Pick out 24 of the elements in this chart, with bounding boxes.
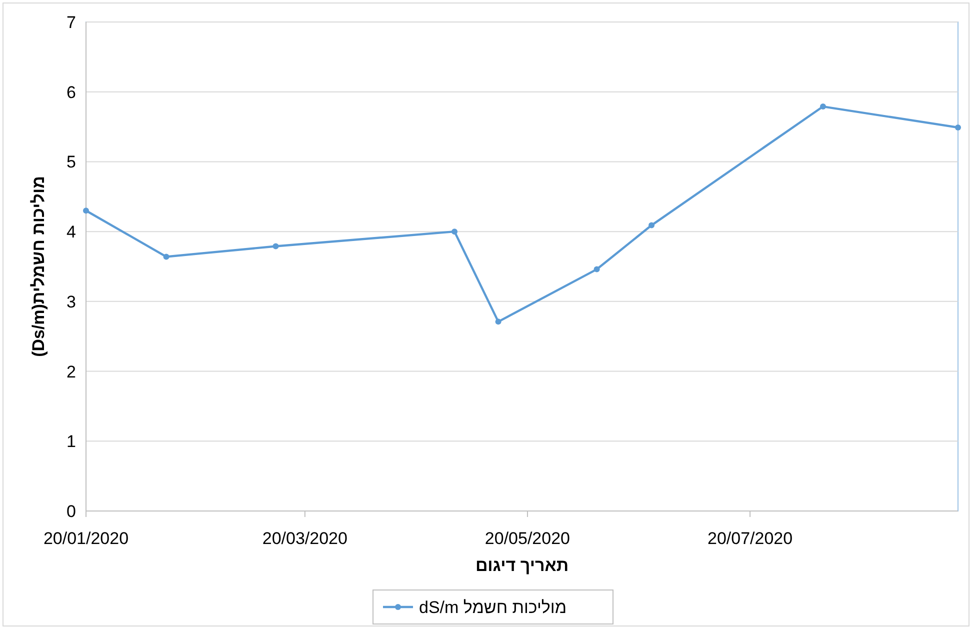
y-tick-label: 3 xyxy=(66,292,76,312)
point xyxy=(648,222,655,228)
point xyxy=(820,104,826,110)
y-axis-title: מוליכות חשמלית(Ds/m) xyxy=(29,176,48,357)
point xyxy=(272,243,279,250)
x-tick-label: 20/03/2020 xyxy=(262,529,348,548)
y-tick-label: 6 xyxy=(66,82,76,102)
point xyxy=(452,228,458,235)
y-tick-label: 4 xyxy=(66,222,76,242)
legend-label: מוליכות חשמל dS/m xyxy=(419,598,567,617)
y-tick-label: 2 xyxy=(66,362,76,382)
y-tick-label: 5 xyxy=(66,152,76,172)
point xyxy=(495,318,502,325)
x-axis-title: תאריך דיגום xyxy=(475,556,569,575)
point xyxy=(83,208,89,214)
y-tick-label: 7 xyxy=(66,13,76,32)
point xyxy=(955,124,961,130)
x-tick-label: 20/05/2020 xyxy=(484,529,570,548)
point xyxy=(594,266,600,272)
point xyxy=(163,254,170,260)
y-tick-label: 1 xyxy=(66,432,76,452)
y-tick-label: 0 xyxy=(66,502,76,521)
x-tick-label: 20/07/2020 xyxy=(707,529,793,548)
x-tick-label: 20/01/2020 xyxy=(43,529,129,548)
